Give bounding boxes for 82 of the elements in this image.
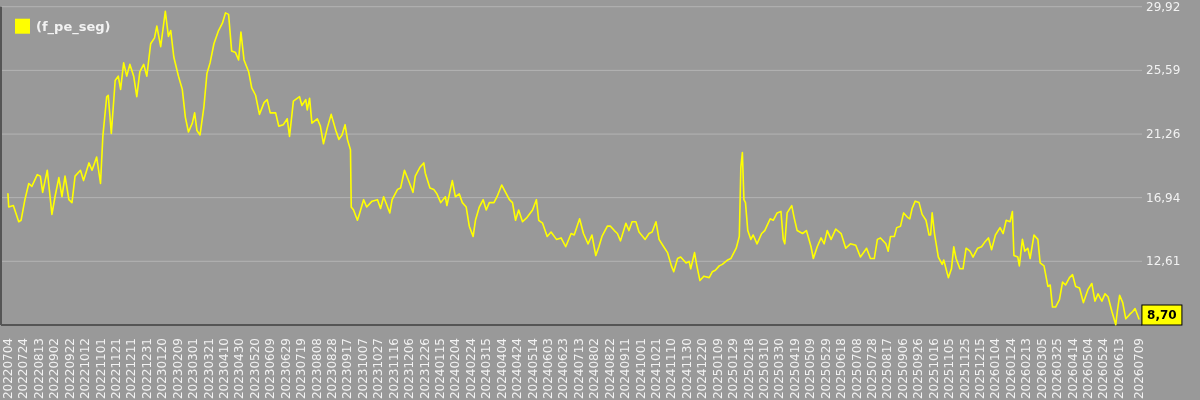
x-tick-label: 20260213 [1019, 338, 1034, 400]
x-tick-label: 20251105 [942, 338, 957, 400]
x-tick-label: 20250728 [864, 338, 879, 400]
x-tick-label: 20230609 [263, 338, 278, 400]
x-tick-label: 20221211 [124, 338, 139, 400]
x-tick-label: 20241021 [648, 338, 663, 400]
x-tick-label: 20250218 [741, 338, 756, 400]
x-tick-label: 20230719 [294, 338, 309, 400]
x-tick-label: 20231027 [371, 338, 386, 400]
x-tick-label: 20230808 [309, 338, 324, 400]
x-tick-label: 20220813 [31, 338, 46, 400]
x-tick-label: 20230917 [340, 338, 355, 400]
x-tick-label: 20240802 [587, 338, 602, 400]
x-tick-label: 20260524 [1096, 338, 1111, 400]
x-tick-label: 20240603 [540, 338, 555, 400]
x-tick-label: 20220922 [62, 338, 77, 400]
x-tick-label: 20250310 [756, 338, 771, 400]
x-tick-label: 20230629 [278, 338, 293, 400]
y-tick-label: 29,92 [1146, 0, 1181, 14]
y-tick-label: 16,94 [1146, 190, 1181, 205]
x-tick-label: 20241130 [679, 338, 694, 400]
line-series [7, 10, 1140, 326]
x-tick-label: 20220902 [47, 338, 62, 400]
x-tick-label: 20250109 [710, 338, 725, 400]
y-tick-label: 12,61 [1146, 254, 1181, 269]
x-tick-label: 20230120 [155, 338, 170, 400]
x-tick-label: 20250129 [726, 338, 741, 400]
x-tick-label: 20260613 [1111, 338, 1126, 400]
x-tick-label: 20240204 [448, 338, 463, 400]
x-tick-label: 20260504 [1081, 338, 1095, 400]
x-tick-label: 20241220 [695, 338, 710, 400]
x-tick-label: 20221012 [78, 338, 93, 400]
x-tick-label: 20251125 [957, 338, 972, 400]
x-tick-label: 20230430 [232, 338, 247, 400]
x-tick-label: 20230828 [324, 338, 339, 400]
x-tick-label: 20230301 [186, 338, 201, 400]
x-tick-label: 20240911 [618, 338, 633, 400]
x-tick-label: 20260124 [1003, 338, 1018, 400]
x-tick-label: 20241110 [664, 338, 679, 400]
x-tick-label: 20250529 [818, 338, 833, 400]
x-tick-label: 20240822 [602, 338, 617, 400]
x-tick-label: 20240315 [479, 338, 494, 400]
x-tick-label: 20260325 [1050, 338, 1065, 400]
x-tick-label: 20231226 [417, 338, 432, 400]
x-tick-label: 20231206 [402, 338, 417, 400]
y-tick-label: 25,59 [1146, 63, 1181, 78]
x-tick-label: 20221231 [139, 338, 154, 400]
x-tick-label: 20231007 [355, 338, 370, 400]
x-tick-label: 20230520 [247, 338, 262, 400]
x-tick-label: 20250708 [849, 338, 864, 400]
x-tick-label: 20250906 [895, 338, 910, 400]
x-tick-label: 20231116 [386, 338, 401, 400]
x-tick-label: 20240224 [463, 338, 478, 400]
x-tick-label: 20221101 [93, 338, 108, 400]
x-tick-label: 20250618 [834, 338, 849, 400]
x-tick-label: 20260305 [1034, 338, 1049, 400]
x-tick-label: 20260414 [1065, 338, 1080, 400]
x-tick-label: 20241001 [633, 338, 648, 400]
x-tick-label: 20230410 [216, 338, 231, 400]
x-tick-label: 20240514 [525, 338, 540, 400]
legend-label: (f_pe_seg) [36, 18, 111, 35]
x-tick-label: 20230209 [170, 338, 185, 400]
x-tick-label: 20220704 [0, 338, 15, 400]
x-tick-label: 20240623 [556, 338, 571, 400]
x-tick-label: 20220724 [16, 338, 31, 400]
x-tick-label: 20260709 [1131, 338, 1146, 400]
x-tick-label: 20251016 [926, 338, 941, 400]
x-tick-label: 20250419 [787, 338, 802, 400]
y-tick-label: 21,26 [1146, 127, 1181, 142]
annotation: 8,70 [1147, 308, 1177, 322]
x-tick-label: 20260104 [988, 338, 1003, 400]
x-tick-label: 20240115 [432, 338, 447, 400]
x-tick-label: 20240404 [494, 338, 509, 400]
x-tick-label: 20250509 [803, 338, 818, 400]
x-tick-label: 20240713 [571, 338, 586, 400]
x-tick-label: 20230321 [201, 338, 216, 400]
x-tick-label: 20250330 [772, 338, 787, 400]
x-tick-label: 20240424 [510, 338, 525, 400]
x-tick-label: 20250926 [911, 338, 926, 400]
x-tick-label: 20250817 [880, 338, 895, 400]
x-tick-label: 20251215 [972, 338, 987, 400]
x-tick-label: 20221121 [108, 338, 123, 400]
